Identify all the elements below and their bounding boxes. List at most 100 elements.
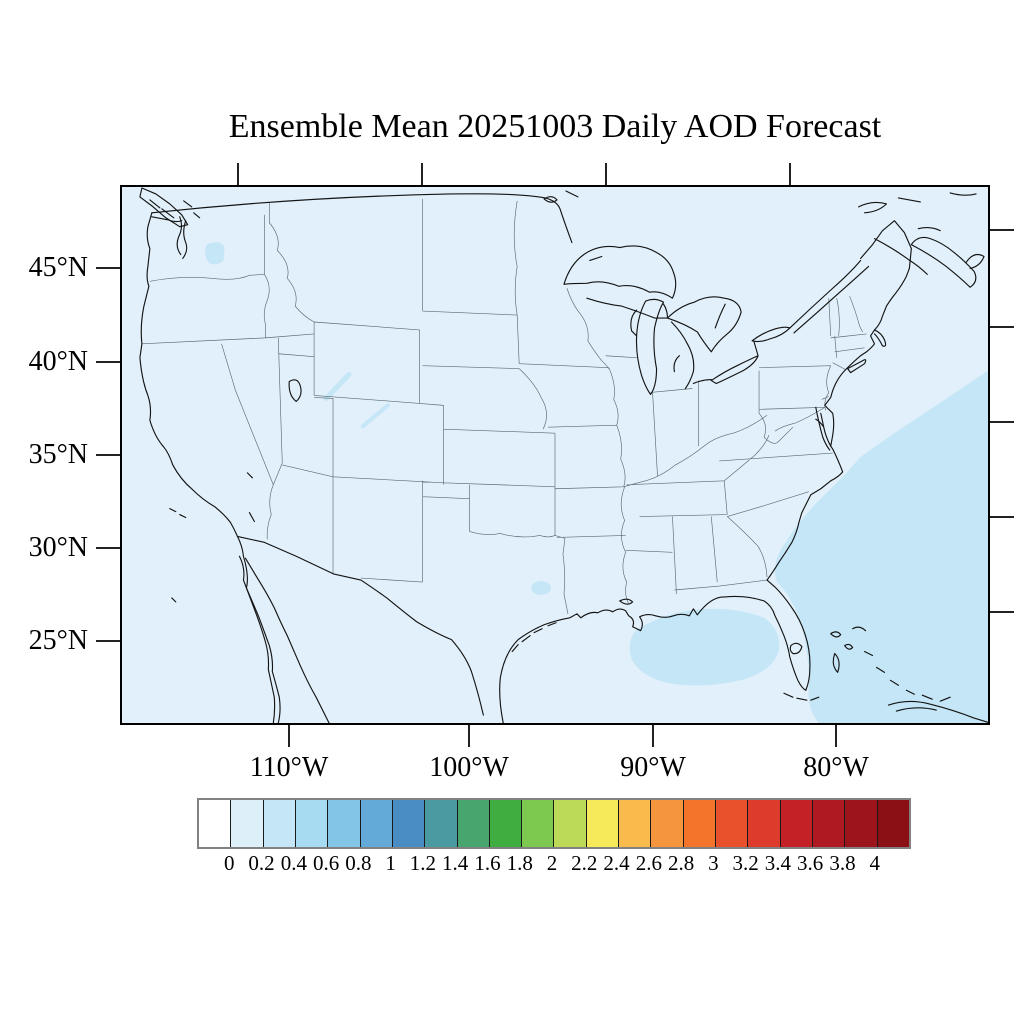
- colorbar-tick-label: 0.6: [312, 851, 340, 875]
- lake-huron: [666, 296, 742, 353]
- y-axis-tick-right: [990, 516, 1014, 518]
- colorbar-cell-6: [392, 800, 426, 847]
- long-island: [847, 359, 867, 374]
- colorbar-tick-label: 0.4: [280, 851, 307, 875]
- colorbar-tick-label: 2.4: [603, 851, 630, 875]
- x-axis-tick: [468, 725, 470, 747]
- colorbar-cell-21: [877, 800, 909, 847]
- conus-map: [122, 187, 988, 723]
- us-mexico-border: [236, 535, 484, 716]
- state-borders: [141, 198, 867, 614]
- lake-okeechobee: [789, 642, 803, 655]
- x-axis-tick-label: 80°W: [803, 752, 869, 783]
- y-axis-tick-label: 40°N: [28, 346, 88, 377]
- lake-michigan: [630, 298, 665, 396]
- x-axis-tick-label: 90°W: [620, 752, 686, 783]
- colorbar-cell-18: [780, 800, 813, 847]
- map-frame: [120, 185, 990, 725]
- puget-sound: [151, 216, 188, 260]
- colorado-aod-streak: [360, 403, 390, 429]
- colorbar-cell-5: [360, 800, 393, 847]
- atlantic-aod-patch: [774, 370, 988, 723]
- y-axis-tick-label: 30°N: [28, 532, 88, 563]
- colorbar-cell-9: [489, 800, 523, 847]
- colorbar-cell-8: [457, 800, 490, 847]
- texas-barrier-islands: [511, 622, 557, 653]
- colorbar-tick-label: 1.8: [506, 851, 533, 875]
- colorbar-tick-label: 1.2: [409, 851, 437, 875]
- colorbar-tick-label: 2.2: [571, 851, 598, 875]
- gulf-coast: [499, 595, 807, 723]
- colorbar-tick-label: 2: [546, 851, 558, 875]
- y-axis-tick-label: 45°N: [28, 252, 88, 283]
- y-axis-tick: [96, 361, 120, 363]
- y-axis-tick: [96, 454, 120, 456]
- colorbar-tick-label: 2.6: [635, 851, 662, 875]
- plot-title: Ensemble Mean 20251003 Daily AOD Forecas…: [228, 108, 882, 145]
- y-axis-tick-label: 35°N: [28, 439, 88, 470]
- maine-border: [860, 220, 912, 269]
- colorbar-tick-label: 3.8: [829, 851, 856, 875]
- great-salt-lake: [288, 379, 302, 402]
- colorbar-cell-4: [328, 800, 361, 847]
- colorbar-tick-label: 0.8: [345, 851, 372, 875]
- x-axis-tick-top: [237, 163, 239, 185]
- lake-erie: [692, 341, 759, 385]
- new-england-coast: [845, 267, 910, 371]
- y-axis-tick: [96, 547, 120, 549]
- colorbar-tick-label: 3.2: [732, 851, 759, 875]
- colorbar-tick-label: 3: [708, 851, 719, 875]
- florida-keys: [783, 692, 820, 701]
- aod-shaded-regions: [205, 242, 988, 723]
- x-axis-tick-label: 100°W: [429, 752, 509, 783]
- lake-tahoe-salton-sea: [246, 472, 255, 523]
- colorbar-cell-17: [748, 800, 781, 847]
- lake-superior: [563, 245, 677, 299]
- x-axis-tick-top: [421, 163, 423, 185]
- florida-east-coast: [766, 445, 844, 691]
- colorbar-tick-label: 2.8: [667, 851, 695, 875]
- colorbar-cell-19: [812, 800, 846, 847]
- washington-aod-patch: [205, 242, 225, 265]
- colorbar-cell-3: [295, 800, 329, 847]
- colorbar-cell-15: [683, 800, 716, 847]
- us-canada-border: [151, 193, 573, 244]
- colorbar-cell-20: [845, 800, 878, 847]
- colorbar-cell-7: [425, 800, 458, 847]
- lake-pontchartrain: [619, 598, 634, 605]
- colorbar-cell-0: [199, 800, 232, 847]
- colorbar-tick-label: 1.6: [474, 851, 501, 875]
- gulf-aod-patch: [629, 608, 780, 686]
- cape-cod: [873, 329, 887, 347]
- colorbar-tick-label: 1: [385, 851, 396, 875]
- colorbar-tick-label: 4: [869, 851, 880, 875]
- pacific-coast: [139, 212, 281, 723]
- colorbar-cell-16: [716, 800, 749, 847]
- colorbar-tick-label: 3.4: [764, 851, 792, 875]
- coastlines: [139, 187, 988, 723]
- colorbar-cell-1: [231, 800, 264, 847]
- lake-ontario: [751, 326, 791, 343]
- y-axis-tick-right: [990, 229, 1014, 231]
- y-axis-tick-right: [990, 611, 1014, 613]
- canada-maritimes: [858, 192, 977, 275]
- x-axis-tick-label: 110°W: [249, 752, 329, 783]
- y-axis-tick-right: [990, 326, 1014, 328]
- y-axis-tick-label: 25°N: [28, 625, 88, 656]
- x-axis-tick: [835, 725, 837, 747]
- wyoming-aod-streak: [323, 372, 352, 401]
- colorbar-cell-11: [554, 800, 587, 847]
- colorbar-tick-label: 0: [224, 851, 235, 875]
- lake-of-the-woods: [543, 190, 579, 203]
- x-axis-tick: [288, 725, 290, 747]
- colorbar-cell-13: [619, 800, 652, 847]
- chesapeake-bay: [815, 406, 832, 451]
- mid-atlantic-coast: [824, 369, 847, 447]
- colorbar-tick-label: 3.6: [797, 851, 824, 875]
- x-axis-tick: [652, 725, 654, 747]
- colorbar-cell-14: [651, 800, 684, 847]
- colorbar-cell-2: [263, 800, 296, 847]
- colorbar-cell-12: [586, 800, 620, 847]
- y-axis-tick: [96, 640, 120, 642]
